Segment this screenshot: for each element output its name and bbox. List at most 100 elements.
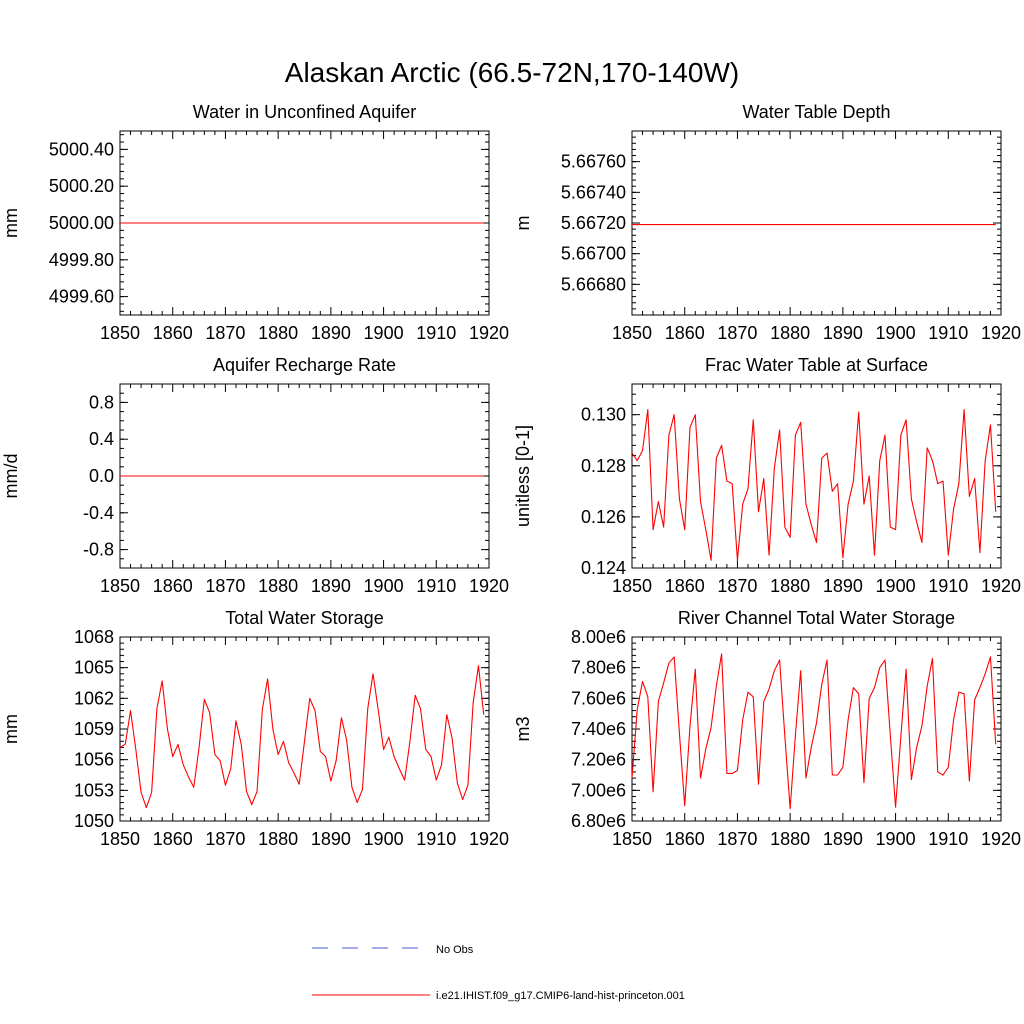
x-tick-label: 1910 bbox=[928, 829, 968, 849]
x-tick-label: 1920 bbox=[981, 323, 1021, 343]
x-tick-label: 1890 bbox=[311, 323, 351, 343]
plot-frame bbox=[631, 130, 1002, 316]
y-tick-label: 7.60e6 bbox=[571, 688, 626, 708]
panel-title: Water in Unconfined Aquifer bbox=[193, 102, 416, 122]
x-tick-label: 1920 bbox=[469, 576, 509, 596]
panel-5: Total Water Storage mm 1850 1860 1870 1880 189… bbox=[1, 608, 509, 849]
y-axis-label: m bbox=[513, 216, 533, 231]
y-tick-label: 1062 bbox=[74, 688, 114, 708]
panel-2: Water Table Depth m 1850 1860 1870 1880 1890 19… bbox=[513, 102, 1021, 343]
plot-frame bbox=[631, 636, 1002, 822]
y-tick-label: 0.124 bbox=[581, 558, 626, 578]
x-tick-label: 1920 bbox=[469, 323, 509, 343]
panel-title: Aquifer Recharge Rate bbox=[213, 355, 396, 375]
y-tick-label: 0.130 bbox=[581, 405, 626, 425]
legend: No Obs i.e21.IHIST.f09_g17.CMIP6-land-hi… bbox=[312, 944, 685, 1002]
x-tick-label: 1870 bbox=[717, 323, 757, 343]
panel-title: Water Table Depth bbox=[742, 102, 890, 122]
x-tick-label: 1910 bbox=[416, 323, 456, 343]
x-tick-label: 1900 bbox=[364, 323, 404, 343]
x-tick-label: 1920 bbox=[981, 829, 1021, 849]
y-tick-label: 1050 bbox=[74, 811, 114, 831]
y-axis-label: m3 bbox=[513, 716, 533, 741]
y-tick-label: 6.80e6 bbox=[571, 811, 626, 831]
x-tick-label: 1920 bbox=[981, 576, 1021, 596]
x-tick-label: 1900 bbox=[876, 576, 916, 596]
x-tick-label: 1890 bbox=[823, 829, 863, 849]
y-tick-label: 1059 bbox=[74, 719, 114, 739]
x-tick-label: 1910 bbox=[416, 829, 456, 849]
y-tick-label: 5000.00 bbox=[49, 213, 114, 233]
panel-title: River Channel Total Water Storage bbox=[678, 608, 955, 628]
x-tick-label: 1860 bbox=[665, 576, 705, 596]
legend-label-no-obs: No Obs bbox=[436, 944, 474, 956]
x-tick-label: 1880 bbox=[258, 829, 298, 849]
x-tick-label: 1880 bbox=[770, 829, 810, 849]
x-tick-label: 1860 bbox=[665, 323, 705, 343]
y-axis-label: mm bbox=[1, 208, 21, 238]
panel-3: Aquifer Recharge Rate mm/d 1850 1860 1870 188… bbox=[1, 355, 509, 596]
y-tick-label: -0.8 bbox=[83, 540, 114, 560]
y-tick-label: 5.66700 bbox=[561, 244, 626, 264]
x-tick-label: 1870 bbox=[205, 323, 245, 343]
y-tick-label: 1065 bbox=[74, 658, 114, 678]
x-tick-label: 1850 bbox=[612, 576, 652, 596]
x-tick-label: 1870 bbox=[205, 829, 245, 849]
panels: Water in Unconfined Aquifer mm 1850 1860 187… bbox=[1, 102, 1021, 849]
y-axis-label: unitless [0-1] bbox=[513, 425, 533, 527]
panel-title: Frac Water Table at Surface bbox=[705, 355, 928, 375]
series-line bbox=[119, 665, 485, 809]
y-tick-label: 1068 bbox=[74, 627, 114, 647]
legend-label-model: i.e21.IHIST.f09_g17.CMIP6-land-hist-prin… bbox=[436, 990, 685, 1002]
y-tick-label: 5000.40 bbox=[49, 139, 114, 159]
x-tick-label: 1860 bbox=[153, 829, 193, 849]
y-tick-label: 5.66720 bbox=[561, 213, 626, 233]
x-tick-label: 1850 bbox=[612, 323, 652, 343]
x-tick-label: 1890 bbox=[311, 576, 351, 596]
y-tick-label: 7.80e6 bbox=[571, 658, 626, 678]
y-tick-label: 5000.20 bbox=[49, 176, 114, 196]
x-tick-label: 1880 bbox=[770, 323, 810, 343]
x-tick-label: 1850 bbox=[100, 323, 140, 343]
panel-6: River Channel Total Water Storage m3 1850 1… bbox=[513, 608, 1021, 849]
series-line bbox=[631, 409, 997, 561]
y-tick-label: 7.00e6 bbox=[571, 780, 626, 800]
x-tick-label: 1870 bbox=[717, 576, 757, 596]
x-tick-label: 1860 bbox=[153, 576, 193, 596]
x-tick-label: 1910 bbox=[928, 323, 968, 343]
figure-title: Alaskan Arctic (66.5-72N,170-140W) bbox=[285, 57, 739, 88]
x-tick-label: 1890 bbox=[311, 829, 351, 849]
x-tick-label: 1900 bbox=[364, 829, 404, 849]
y-tick-label: 5.66740 bbox=[561, 182, 626, 202]
y-tick-label: 5.66680 bbox=[561, 274, 626, 294]
y-tick-label: 0.0 bbox=[89, 466, 114, 486]
x-tick-label: 1860 bbox=[665, 829, 705, 849]
plot-frame bbox=[119, 636, 490, 822]
x-tick-label: 1890 bbox=[823, 323, 863, 343]
y-tick-label: 0.126 bbox=[581, 507, 626, 527]
x-tick-label: 1850 bbox=[100, 829, 140, 849]
x-tick-label: 1880 bbox=[258, 323, 298, 343]
x-tick-label: 1900 bbox=[876, 323, 916, 343]
x-tick-label: 1880 bbox=[258, 576, 298, 596]
panel-title: Total Water Storage bbox=[225, 608, 383, 628]
y-tick-label: 4999.60 bbox=[49, 287, 114, 307]
x-tick-label: 1900 bbox=[364, 576, 404, 596]
y-axis-label: mm/d bbox=[1, 454, 21, 499]
x-tick-label: 1870 bbox=[717, 829, 757, 849]
y-tick-label: 0.128 bbox=[581, 456, 626, 476]
y-tick-label: 4999.80 bbox=[49, 250, 114, 270]
x-tick-label: 1910 bbox=[416, 576, 456, 596]
y-tick-label: 7.20e6 bbox=[571, 750, 626, 770]
x-tick-label: 1850 bbox=[100, 576, 140, 596]
y-tick-label: -0.4 bbox=[83, 503, 114, 523]
y-tick-label: 1053 bbox=[74, 780, 114, 800]
y-tick-label: 0.4 bbox=[89, 429, 114, 449]
x-tick-label: 1880 bbox=[770, 576, 810, 596]
y-tick-label: 5.66760 bbox=[561, 152, 626, 172]
x-tick-label: 1910 bbox=[928, 576, 968, 596]
panel-4: Frac Water Table at Surface unitless [0-1… bbox=[513, 355, 1021, 596]
series-line bbox=[631, 653, 997, 810]
x-tick-label: 1860 bbox=[153, 323, 193, 343]
